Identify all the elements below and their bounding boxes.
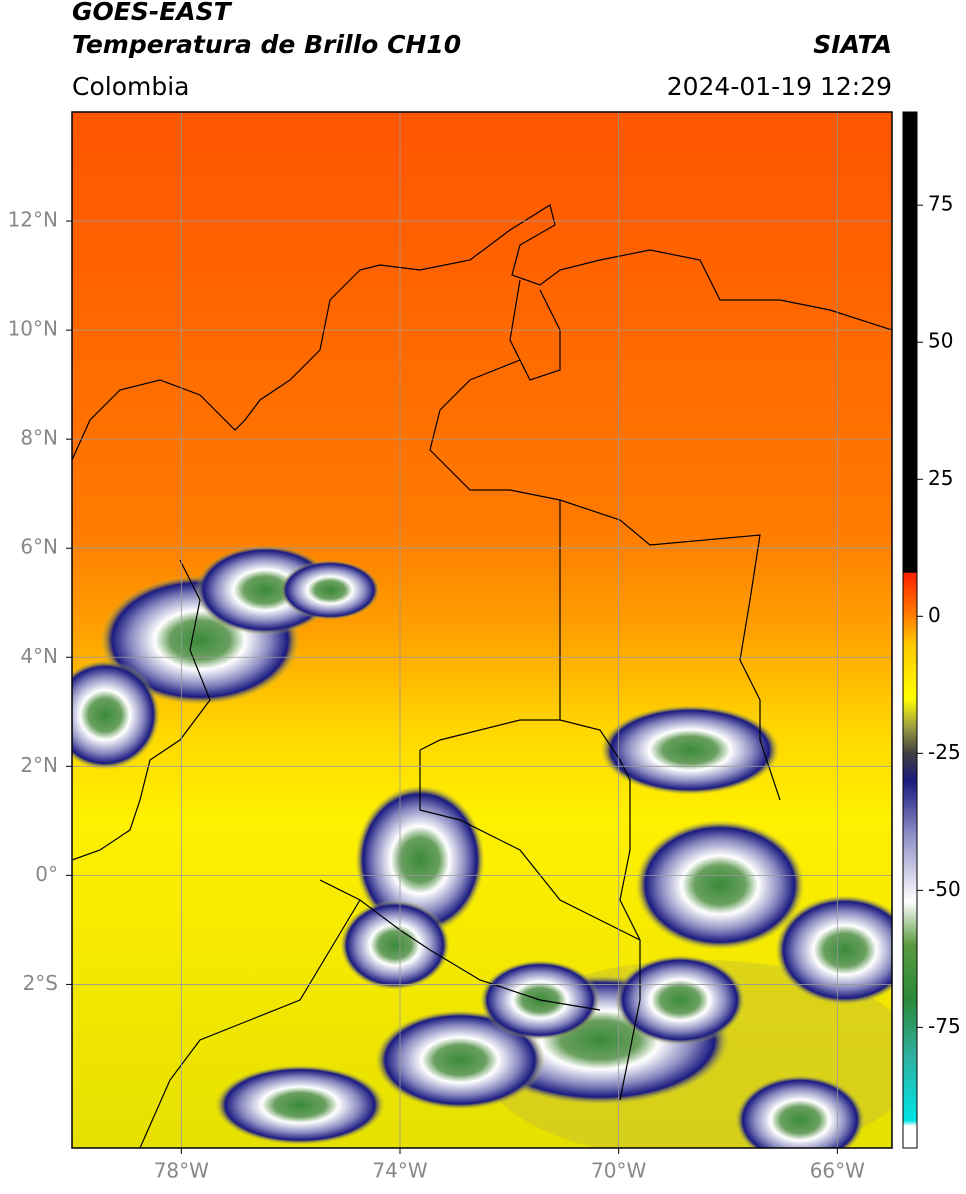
clouds (72, 545, 892, 1148)
y-tick-label: 0° (35, 862, 58, 886)
colorbar-label: 50 (928, 329, 953, 353)
region: Colombia (72, 72, 189, 101)
map-frame (71, 111, 893, 1149)
y-tick-label: 2°N (20, 753, 58, 777)
y-tick-label: 8°N (20, 426, 58, 450)
colorbar-label: -25 (928, 740, 961, 764)
y-tick-label: 6°N (20, 535, 58, 559)
y-tick-label: 10°N (8, 317, 58, 341)
imagery (72, 112, 892, 1148)
subtitle: Temperatura de Brillo CH10 (72, 30, 461, 59)
colorbar-label: 75 (928, 192, 953, 216)
source: SIATA (813, 30, 892, 59)
colorbar-label: -75 (928, 1014, 961, 1038)
borders (72, 204, 892, 1148)
title: GOES-EAST (72, 0, 233, 26)
colorbar-label: -50 (928, 877, 961, 901)
colorbar (902, 111, 918, 1149)
x-tick-label: 78°W (154, 1159, 209, 1183)
colorbar-label: 25 (928, 466, 953, 490)
x-tick-label: 66°W (810, 1159, 865, 1183)
x-tick-label: 70°W (591, 1159, 646, 1183)
datetime: 2024-01-19 12:29 (667, 72, 892, 101)
colorbar-label: 0 (928, 603, 941, 627)
y-tick-label: 12°N (8, 208, 58, 232)
x-tick-label: 74°W (372, 1159, 427, 1183)
y-tick-label: 2°S (23, 971, 58, 995)
y-tick-label: 4°N (20, 644, 58, 668)
